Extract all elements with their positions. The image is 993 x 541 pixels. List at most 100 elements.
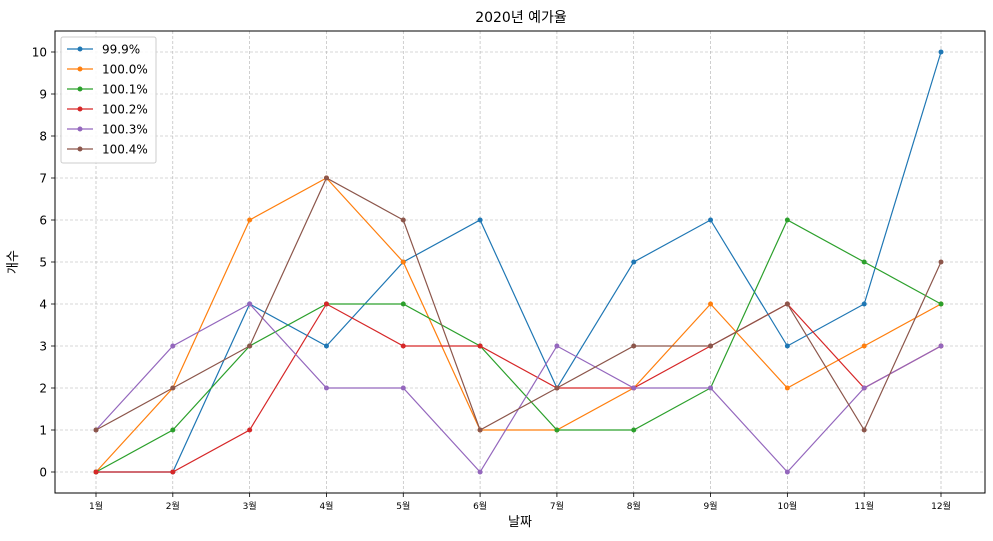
- y-tick-label: 8: [39, 130, 47, 144]
- data-point: [938, 301, 944, 307]
- y-tick-label: 1: [39, 424, 47, 438]
- series-line: [96, 303, 942, 473]
- data-point: [400, 301, 406, 307]
- data-point: [784, 385, 790, 391]
- data-point: [247, 427, 253, 433]
- legend-marker: [77, 146, 83, 152]
- data-point: [631, 343, 637, 349]
- data-point: [861, 343, 867, 349]
- data-point: [708, 385, 714, 391]
- data-point: [784, 469, 790, 475]
- data-point: [400, 385, 406, 391]
- legend-marker: [77, 46, 83, 52]
- legend-marker: [77, 86, 83, 92]
- legend-item: 100.2%: [67, 103, 148, 117]
- data-point: [247, 217, 253, 223]
- chart-title: 2020년 예가율: [475, 10, 567, 26]
- legend-marker: [77, 106, 83, 112]
- legend-marker: [77, 126, 83, 132]
- legend-label: 100.3%: [102, 123, 148, 137]
- y-axis-label: 개수: [6, 250, 21, 274]
- x-tick-label: 1월: [89, 500, 103, 512]
- data-point: [938, 343, 944, 349]
- data-point: [247, 301, 253, 307]
- series-line: [96, 51, 942, 473]
- y-tick-label: 6: [39, 214, 47, 228]
- y-tick-label: 3: [39, 340, 47, 354]
- data-point: [323, 301, 329, 307]
- data-point: [247, 343, 253, 349]
- data-point: [554, 385, 560, 391]
- data-point: [400, 259, 406, 265]
- y-tick-label: 4: [39, 298, 47, 312]
- x-axis-label: 날짜: [508, 515, 532, 530]
- x-axis: 1월 2월 3월 4월 5월 6월 7월 8월 9월 10월 11월 12월: [89, 493, 951, 512]
- x-tick-label: 4월: [319, 500, 333, 512]
- data-point: [861, 301, 867, 307]
- data-point: [861, 427, 867, 433]
- data-point: [477, 469, 483, 475]
- y-tick-label: 10: [32, 46, 47, 60]
- data-point: [938, 49, 944, 55]
- y-axis: 0 1 2 3 4 5 6 7 8 9 10: [32, 46, 55, 480]
- data-point: [323, 343, 329, 349]
- data-point: [477, 217, 483, 223]
- data-point: [554, 343, 560, 349]
- data-point: [170, 385, 176, 391]
- data-point: [861, 385, 867, 391]
- y-tick-label: 7: [39, 172, 47, 186]
- legend-label: 100.1%: [102, 83, 148, 97]
- data-point: [861, 259, 867, 265]
- x-tick-label: 7월: [550, 500, 564, 512]
- legend-item: 99.9%: [67, 43, 140, 57]
- legend-item: 100.3%: [67, 123, 148, 137]
- x-tick-label: 10월: [777, 500, 797, 512]
- data-point: [554, 427, 560, 433]
- data-point: [400, 343, 406, 349]
- legend-label: 100.0%: [102, 63, 148, 77]
- x-tick-label: 8월: [627, 500, 641, 512]
- y-tick-label: 2: [39, 382, 47, 396]
- data-point: [784, 301, 790, 307]
- legend-marker: [77, 66, 83, 72]
- legend-label: 99.9%: [102, 43, 140, 57]
- y-tick-label: 0: [39, 466, 47, 480]
- legend-item: 100.4%: [67, 143, 148, 157]
- data-point: [784, 217, 790, 223]
- series-100.4%: [93, 175, 944, 433]
- legend-label: 100.2%: [102, 103, 148, 117]
- x-tick-label: 11월: [854, 500, 874, 512]
- data-point: [631, 385, 637, 391]
- data-point: [323, 385, 329, 391]
- series-100.0%: [93, 175, 944, 475]
- data-point: [477, 427, 483, 433]
- series-line: [95, 177, 942, 473]
- x-tick-label: 5월: [396, 500, 410, 512]
- y-tick-label: 5: [39, 256, 47, 270]
- legend-item: 100.0%: [67, 63, 148, 77]
- data-point: [93, 469, 99, 475]
- data-point: [93, 427, 99, 433]
- data-point: [477, 343, 483, 349]
- legend: 99.9% 100.0% 100.1% 100.2% 100.3% 100.4%: [60, 36, 157, 164]
- x-tick-label: 12월: [931, 500, 951, 512]
- data-point: [323, 175, 329, 181]
- y-tick-label: 9: [39, 88, 47, 102]
- x-tick-label: 6월: [473, 500, 487, 512]
- data-point: [938, 259, 944, 265]
- data-point: [170, 469, 176, 475]
- data-point: [170, 343, 176, 349]
- data-point: [784, 343, 790, 349]
- x-tick-label: 2월: [166, 500, 180, 512]
- legend-item: 100.1%: [67, 83, 148, 97]
- data-point: [708, 217, 714, 223]
- data-point: [631, 259, 637, 265]
- series: [93, 49, 944, 475]
- x-tick-label: 3월: [243, 500, 257, 512]
- legend-label: 100.4%: [102, 143, 148, 157]
- series-line: [95, 177, 942, 432]
- data-point: [170, 427, 176, 433]
- data-point: [708, 301, 714, 307]
- data-point: [631, 427, 637, 433]
